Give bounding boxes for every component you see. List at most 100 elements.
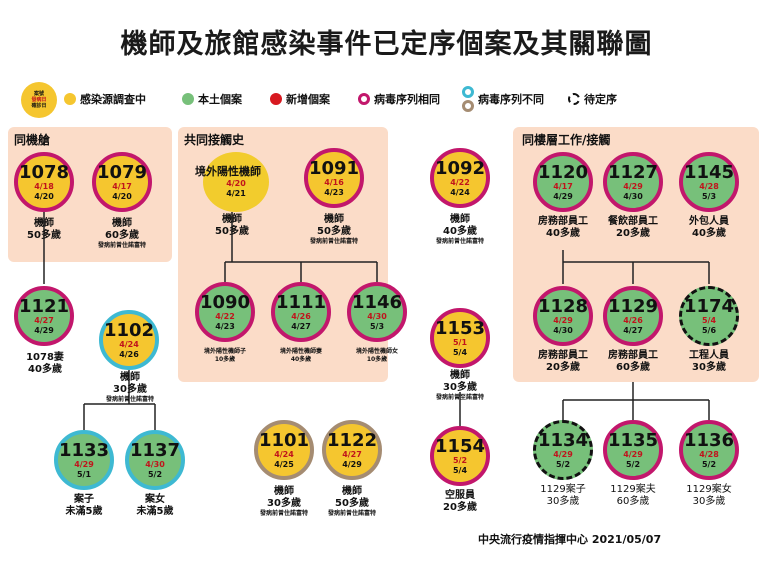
onset-date: 4/27: [342, 449, 362, 459]
case-node-1137[interactable]: 1137 4/30 5/2: [125, 430, 185, 490]
case-node-1122[interactable]: 1122 4/27 4/29: [322, 420, 382, 480]
label-line: 發病前曾住諾富特: [327, 510, 376, 517]
case-node-1079[interactable]: 1079 4/17 4/20: [92, 152, 152, 212]
label-line: 發病前曾住諾富特: [435, 238, 484, 245]
confirm-date: 4/26: [119, 349, 139, 359]
onset-date: 4/20: [226, 179, 246, 188]
case-node-1078[interactable]: 1078 4/18 4/20: [14, 152, 74, 212]
confirm-date: 4/27: [291, 321, 311, 331]
case-node-1101[interactable]: 1101 4/24 4/25: [254, 420, 314, 480]
case-id: 1102: [103, 319, 155, 341]
legend-item-diff-seq: 病毒序列不同: [462, 81, 544, 117]
case-label-1091: 機師 50多歲 發病前曾住諾富特: [284, 214, 384, 246]
case-label-1121: 1078妻 40多歲: [10, 352, 80, 376]
label-line: 50多歲: [335, 498, 369, 509]
case-node-1091[interactable]: 1091 4/16 4/23: [304, 148, 364, 208]
case-label-1111: 境外陽性機師妻 40多歲: [266, 348, 336, 364]
onset-date: 4/29: [623, 181, 643, 191]
legend-label: 待定序: [584, 93, 617, 106]
label-line: 案女: [145, 494, 165, 505]
label-line: 1129案夫: [610, 484, 656, 495]
legend-label: 本土個案: [198, 93, 242, 106]
case-label-1145: 外包人員 40多歲: [669, 216, 749, 240]
case-label-1127: 餐飲部員工 20多歲: [593, 216, 673, 240]
onset-date: 5/2: [452, 455, 468, 465]
legend-item-investigating: 感染源調查中: [64, 88, 146, 110]
case-node-1128[interactable]: 1128 4/29 4/30: [533, 286, 593, 346]
case-id: 1154: [434, 435, 486, 457]
label-line: 餐飲部員工: [608, 216, 658, 227]
case-node-1146[interactable]: 1146 4/30 5/3: [347, 282, 407, 342]
panel-title-same-floor: 同樓層工作/接觸: [522, 133, 611, 147]
key-line: 案號: [33, 91, 44, 97]
double-ring-icon: [462, 86, 474, 112]
case-id: 1111: [275, 291, 327, 313]
confirm-date: 4/20: [34, 191, 54, 201]
legend: 感染源調查中 本土個案 新增個案 病毒序列相同 病毒序列不同 待定序: [0, 86, 773, 112]
yellow-dot-icon: [64, 93, 76, 105]
label-line: 案子: [74, 494, 94, 505]
label-line: 40多歲: [28, 364, 62, 375]
confirm-date: 4/29: [34, 325, 54, 335]
case-node-1133[interactable]: 1133 4/29 5/1: [54, 430, 114, 490]
onset-date: 4/18: [34, 181, 54, 191]
confirm-date: 5/2: [625, 459, 641, 469]
case-node-1111[interactable]: 1111 4/26 4/27: [271, 282, 331, 342]
onset-date: 4/30: [367, 311, 387, 321]
label-line: 40多歲: [692, 228, 726, 239]
case-node-1154[interactable]: 1154 5/2 5/4: [430, 426, 490, 486]
case-id: 1153: [434, 317, 486, 339]
onset-date: 4/28: [699, 449, 719, 459]
label-line: 50多歲: [215, 226, 249, 237]
case-label-1129: 房務部員工 60多歲: [593, 350, 673, 374]
case-node-1120[interactable]: 1120 4/17 4/29: [533, 152, 593, 212]
legend-label: 病毒序列不同: [478, 93, 544, 106]
confirm-date: 5/3: [701, 191, 717, 201]
label-line: 外包人員: [689, 216, 729, 227]
case-node-1090[interactable]: 1090 4/22 4/23: [195, 282, 255, 342]
imported-pilot-node[interactable]: 境外陽性機師 4/20 4/21: [195, 152, 269, 212]
case-label-1136: 1129案女 30多歲: [669, 484, 749, 508]
case-node-1153[interactable]: 1153 5/1 5/4: [430, 308, 490, 368]
case-node-1092[interactable]: 1092 4/22 4/24: [430, 148, 490, 208]
case-node-1121[interactable]: 1121 4/27 4/29: [14, 286, 74, 346]
confirm-date: 5/3: [369, 321, 385, 331]
label-line: 30多歲: [443, 382, 477, 393]
case-label-1146: 境外陽性機師女 10多歲: [342, 348, 412, 364]
case-node-1174[interactable]: 1174 5/4 5/6: [679, 286, 739, 346]
case-node-1135[interactable]: 1135 4/29 5/2: [603, 420, 663, 480]
footer-source: 中央流行疫情指揮中心 2021/05/07: [478, 533, 662, 546]
label-line: 30多歲: [692, 496, 726, 507]
confirm-date: 4/25: [274, 459, 294, 469]
case-id: 1090: [199, 291, 251, 313]
label-line: 40多歲: [290, 356, 312, 363]
label-line: 1129案子: [540, 484, 586, 495]
label-line: 1129案女: [686, 484, 732, 495]
red-dot-icon: [270, 93, 282, 105]
case-node-1145[interactable]: 1145 4/28 5/3: [679, 152, 739, 212]
page-title: 機師及旅館感染事件已定序個案及其關聯圖: [120, 29, 653, 60]
onset-date: 4/29: [74, 459, 94, 469]
onset-date: 4/22: [215, 311, 235, 321]
case-label-1134: 1129案子 30多歲: [523, 484, 603, 508]
case-label-1122: 機師 50多歲 發病前曾住諾富特: [302, 486, 402, 518]
case-node-1134[interactable]: 1134 4/29 5/2: [533, 420, 593, 480]
confirm-date: 4/30: [553, 325, 573, 335]
label-line: 發病前曾住諾富特: [105, 396, 154, 403]
case-node-1127[interactable]: 1127 4/29 4/30: [603, 152, 663, 212]
case-node-1136[interactable]: 1136 4/28 5/2: [679, 420, 739, 480]
case-node-1102[interactable]: 1102 4/24 4/26: [99, 310, 159, 370]
label-line: 機師: [274, 486, 294, 497]
imported-title: 境外陽性機師: [195, 165, 261, 178]
panel-title-common-contact: 共同接觸史: [184, 133, 245, 147]
label-line: 30多歲: [113, 384, 147, 395]
case-label-1154: 空服員 20多歲: [410, 490, 510, 514]
case-node-1129[interactable]: 1129 4/26 4/27: [603, 286, 663, 346]
label-line: 機師: [34, 218, 54, 229]
label-line: 機師: [450, 370, 470, 381]
case-id: 1174: [683, 295, 735, 317]
case-id: 1091: [308, 157, 360, 179]
key-line: 發病日: [31, 97, 47, 103]
label-line: 30多歲: [267, 498, 301, 509]
